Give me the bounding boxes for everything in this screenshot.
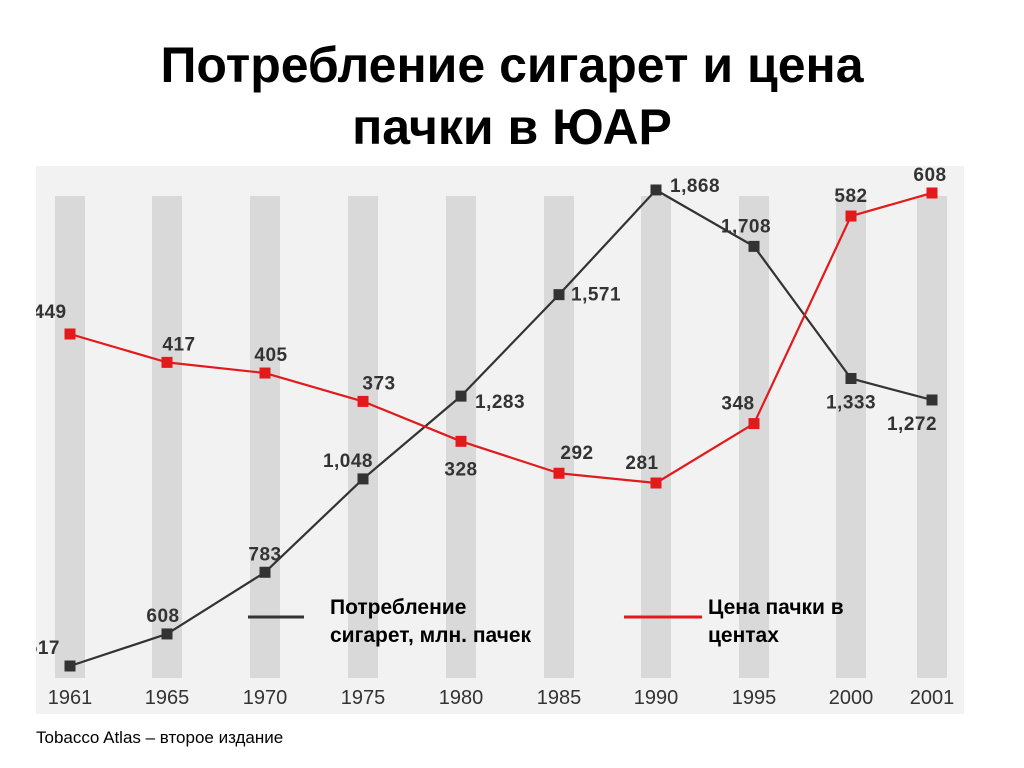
category-band-1990 [641, 196, 671, 678]
data-point-consumption-2001 [926, 394, 938, 406]
data-point-consumption-1965 [161, 628, 173, 640]
x-tick-label-1985: 1985 [537, 687, 582, 709]
legend-price-line-2: центах [708, 624, 779, 647]
data-label-price-1995: 348 [721, 394, 754, 415]
data-label-price-1961: 449 [36, 302, 67, 323]
legend-consumption-line-2: сигарет, млн. пачек [330, 624, 532, 647]
line-chart: 1961 1965 1970 1975 1980 1985 1990 1995 2000 2001… [36, 166, 955, 709]
data-label-consumption-1990: 1,868 [670, 176, 720, 197]
data-label-price-1985: 292 [560, 443, 593, 464]
slide-title-line-2: пачки в ЮАР [352, 99, 672, 155]
x-tick-label-1965: 1965 [145, 687, 190, 709]
data-label-price-1990: 281 [625, 453, 658, 474]
data-label-price-2000: 582 [834, 186, 867, 207]
data-point-consumption-1970 [259, 566, 271, 578]
category-band-2000 [836, 196, 866, 678]
x-tick-label-1995: 1995 [732, 687, 777, 709]
source-caption: Tobacco Atlas – второе издание [36, 728, 284, 747]
x-tick-label-2000: 2000 [829, 687, 874, 709]
data-point-price-1961 [64, 328, 76, 340]
legend-price-line-1: Цена пачки в [708, 596, 844, 619]
data-label-price-2001: 608 [913, 166, 946, 186]
category-band-2001 [917, 196, 947, 678]
chart-panel: 1961 1965 1970 1975 1980 1985 1990 1995 2000 2001… [36, 166, 964, 714]
x-axis-ticks: 1961 1965 1970 1975 1980 1985 1990 1995 2000 2001 [48, 687, 955, 709]
data-label-consumption-1980: 1,283 [475, 392, 525, 413]
category-band-1965 [152, 196, 182, 678]
data-label-consumption-1961: 517 [36, 638, 60, 659]
x-tick-label-1990: 1990 [634, 687, 679, 709]
data-label-price-1975: 373 [362, 373, 395, 394]
series-price: 449 417 405 373 328 292 281 348 582 608 [36, 166, 946, 489]
data-point-price-1985 [553, 467, 565, 479]
data-point-price-1980 [455, 435, 467, 447]
slide-title: Потребление сигарет и цена пачки в ЮАР [0, 34, 1024, 158]
data-label-consumption-2000: 1,333 [826, 392, 876, 413]
data-label-consumption-2001: 1,272 [887, 414, 937, 435]
data-point-consumption-1995 [748, 240, 760, 252]
category-band-1970 [250, 196, 280, 678]
x-tick-label-1961: 1961 [48, 687, 93, 709]
x-tick-label-2001: 2001 [910, 687, 955, 709]
data-point-price-1965 [161, 356, 173, 368]
data-point-consumption-1975 [357, 473, 369, 485]
data-label-consumption-1970: 783 [248, 544, 281, 565]
legend-consumption-line-1: Потребление [330, 596, 467, 619]
data-label-consumption-1995: 1,708 [721, 216, 771, 237]
data-point-price-1990 [650, 477, 662, 489]
data-point-consumption-1980 [455, 390, 467, 402]
x-tick-label-1980: 1980 [439, 687, 484, 709]
legend-label-consumption: Потребление сигарет, млн. пачек [330, 594, 531, 650]
category-band-1975 [348, 196, 378, 678]
series-line-price [69, 191, 933, 485]
data-label-consumption-1985: 1,571 [571, 285, 621, 306]
data-point-price-1995 [748, 418, 760, 430]
data-point-consumption-1990 [650, 184, 662, 196]
category-band-1961 [55, 196, 85, 678]
data-point-price-2001 [926, 187, 938, 199]
category-band-1995 [739, 196, 769, 678]
legend-label-price: Цена пачки в центах [708, 594, 844, 650]
data-point-consumption-1961 [64, 660, 76, 672]
data-point-consumption-1985 [553, 289, 565, 301]
data-point-price-1975 [357, 395, 369, 407]
x-tick-label-1970: 1970 [243, 687, 288, 709]
data-point-price-1970 [259, 367, 271, 379]
data-point-price-2000 [845, 210, 857, 222]
data-label-consumption-1975: 1,048 [323, 451, 373, 472]
data-label-price-1965: 417 [162, 334, 195, 355]
x-tick-label-1975: 1975 [341, 687, 386, 709]
data-label-price-1980: 328 [444, 459, 477, 480]
series-line-consumption [69, 188, 933, 668]
data-label-price-1970: 405 [254, 345, 287, 366]
data-label-consumption-1965: 608 [146, 606, 179, 627]
slide-title-line-1: Потребление сигарет и цена [160, 37, 864, 93]
category-band-1985 [544, 196, 574, 678]
data-point-consumption-2000 [845, 372, 857, 384]
